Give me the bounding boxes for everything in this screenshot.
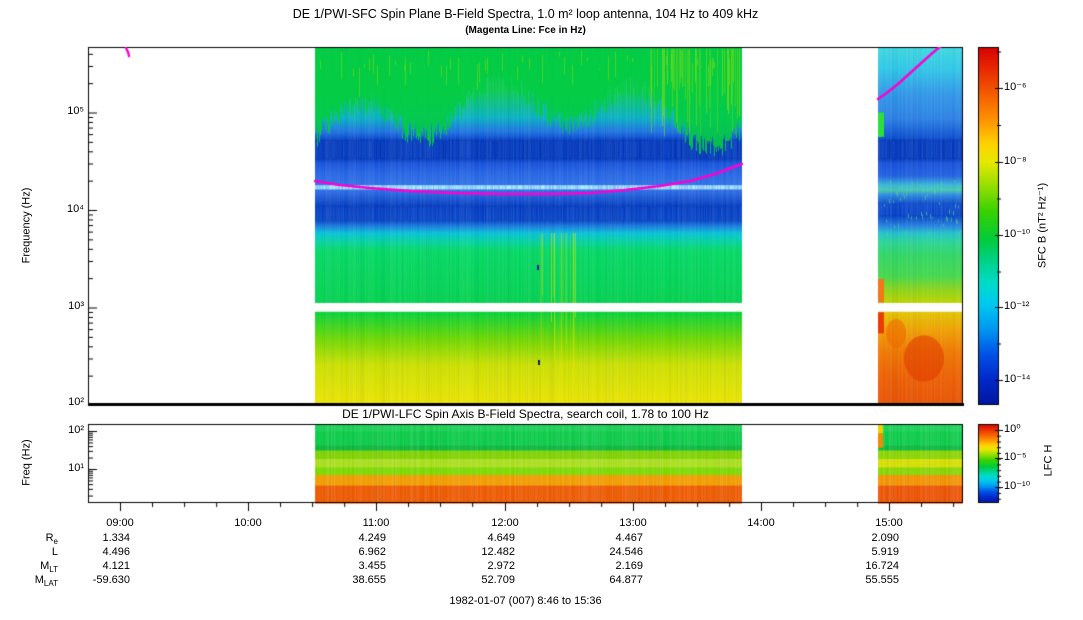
mlat-value-0900: -59.630	[92, 574, 130, 586]
sfc-cbtick-1e-8: 10⁻⁸	[1004, 155, 1027, 167]
sfc-cbtick-1e-12: 10⁻¹²	[1004, 300, 1030, 312]
re-label-sub: e	[53, 537, 58, 547]
l-value-1100: 6.962	[358, 546, 386, 558]
sfc-ytick-1e5: 10⁵	[67, 105, 84, 117]
re-label-main: R	[45, 532, 54, 544]
ephemeris-row-label-re: Re	[16, 532, 58, 548]
mlt-value-1200: 2.972	[487, 560, 515, 572]
lfc-ytick-1e2: 10²	[68, 424, 84, 436]
sfc-ytick-1e2: 10²	[68, 396, 84, 408]
sfc-panel-title: DE 1/PWI-SFC Spin Plane B-Field Spectra,…	[292, 7, 759, 21]
ephemeris-row-label-mlat: MLAT	[16, 574, 58, 590]
sfc-cbtick-1e-14: 10⁻¹⁴	[1004, 373, 1031, 385]
lfc-cbtick-1e-5: 10⁻⁵	[1004, 451, 1027, 463]
mlt-value-1500: 16.724	[865, 560, 899, 572]
mlat-label-sub: LAT	[43, 579, 58, 589]
re-value-1300: 4.467	[615, 532, 643, 544]
lfc-cbtick-1e-10: 10⁻¹⁰	[1004, 480, 1031, 492]
sfc-cbtick-1e-6: 10⁻⁶	[1004, 81, 1027, 93]
re-value-1200: 4.649	[487, 532, 515, 544]
xtick-0900: 09:00	[106, 517, 134, 529]
mlt-value-1300: 2.169	[615, 560, 643, 572]
mlat-value-1100: 38.655	[352, 574, 386, 586]
mlt-value-1100: 3.455	[358, 560, 386, 572]
xtick-1400: 14:00	[747, 517, 775, 529]
ephemeris-row-label-mlt: MLT	[16, 560, 58, 576]
l-value-1200: 12.482	[481, 546, 515, 558]
xtick-1300: 13:00	[619, 517, 647, 529]
sfc-ytick-1e4: 10⁴	[67, 203, 84, 215]
sfc-y-axis-label: Frequency (Hz)	[20, 187, 33, 264]
lfc-panel-title: DE 1/PWI-LFC Spin Axis B-Field Spectra, …	[342, 407, 709, 421]
mlt-value-0900: 4.121	[102, 560, 130, 572]
ephemeris-row-label-l: L	[16, 546, 58, 562]
lfc-ytick-1e1: 10¹	[68, 462, 84, 474]
sfc-ytick-1e3: 10³	[68, 300, 84, 312]
xtick-1000: 10:00	[234, 517, 262, 529]
lfc-cbtick-1e0: 10⁰	[1004, 423, 1021, 435]
sfc-cbtick-1e-10: 10⁻¹⁰	[1004, 228, 1031, 240]
mlat-value-1500: 55.555	[865, 574, 899, 586]
sfc-panel-subtitle: (Magenta Line: Fce in Hz)	[465, 25, 586, 36]
xtick-1500: 15:00	[875, 517, 903, 529]
date-range: 1982-01-07 (007) 8:46 to 15:36	[449, 595, 602, 607]
re-value-1500: 2.090	[871, 532, 899, 544]
lfc-colorbar-label: LFC H	[1042, 444, 1055, 477]
l-value-0900: 4.496	[102, 546, 130, 558]
mlt-label-sub: LT	[49, 565, 58, 575]
l-value-1500: 5.919	[871, 546, 899, 558]
re-value-1100: 4.249	[358, 532, 386, 544]
sfc-colorbar-label: SFC B (nT² Hz⁻¹)	[1036, 182, 1049, 269]
lfc-y-axis-label: Freq (Hz)	[20, 439, 33, 486]
xtick-1200: 12:00	[491, 517, 519, 529]
mlat-label-main: M	[34, 574, 44, 586]
xtick-1100: 11:00	[362, 517, 390, 529]
mlat-value-1200: 52.709	[481, 574, 515, 586]
l-label-main: L	[51, 546, 58, 558]
l-value-1300: 24.546	[609, 546, 643, 558]
mlt-label-main: M	[40, 560, 50, 572]
mlat-value-1300: 64.877	[609, 574, 643, 586]
re-value-0900: 1.334	[102, 532, 130, 544]
